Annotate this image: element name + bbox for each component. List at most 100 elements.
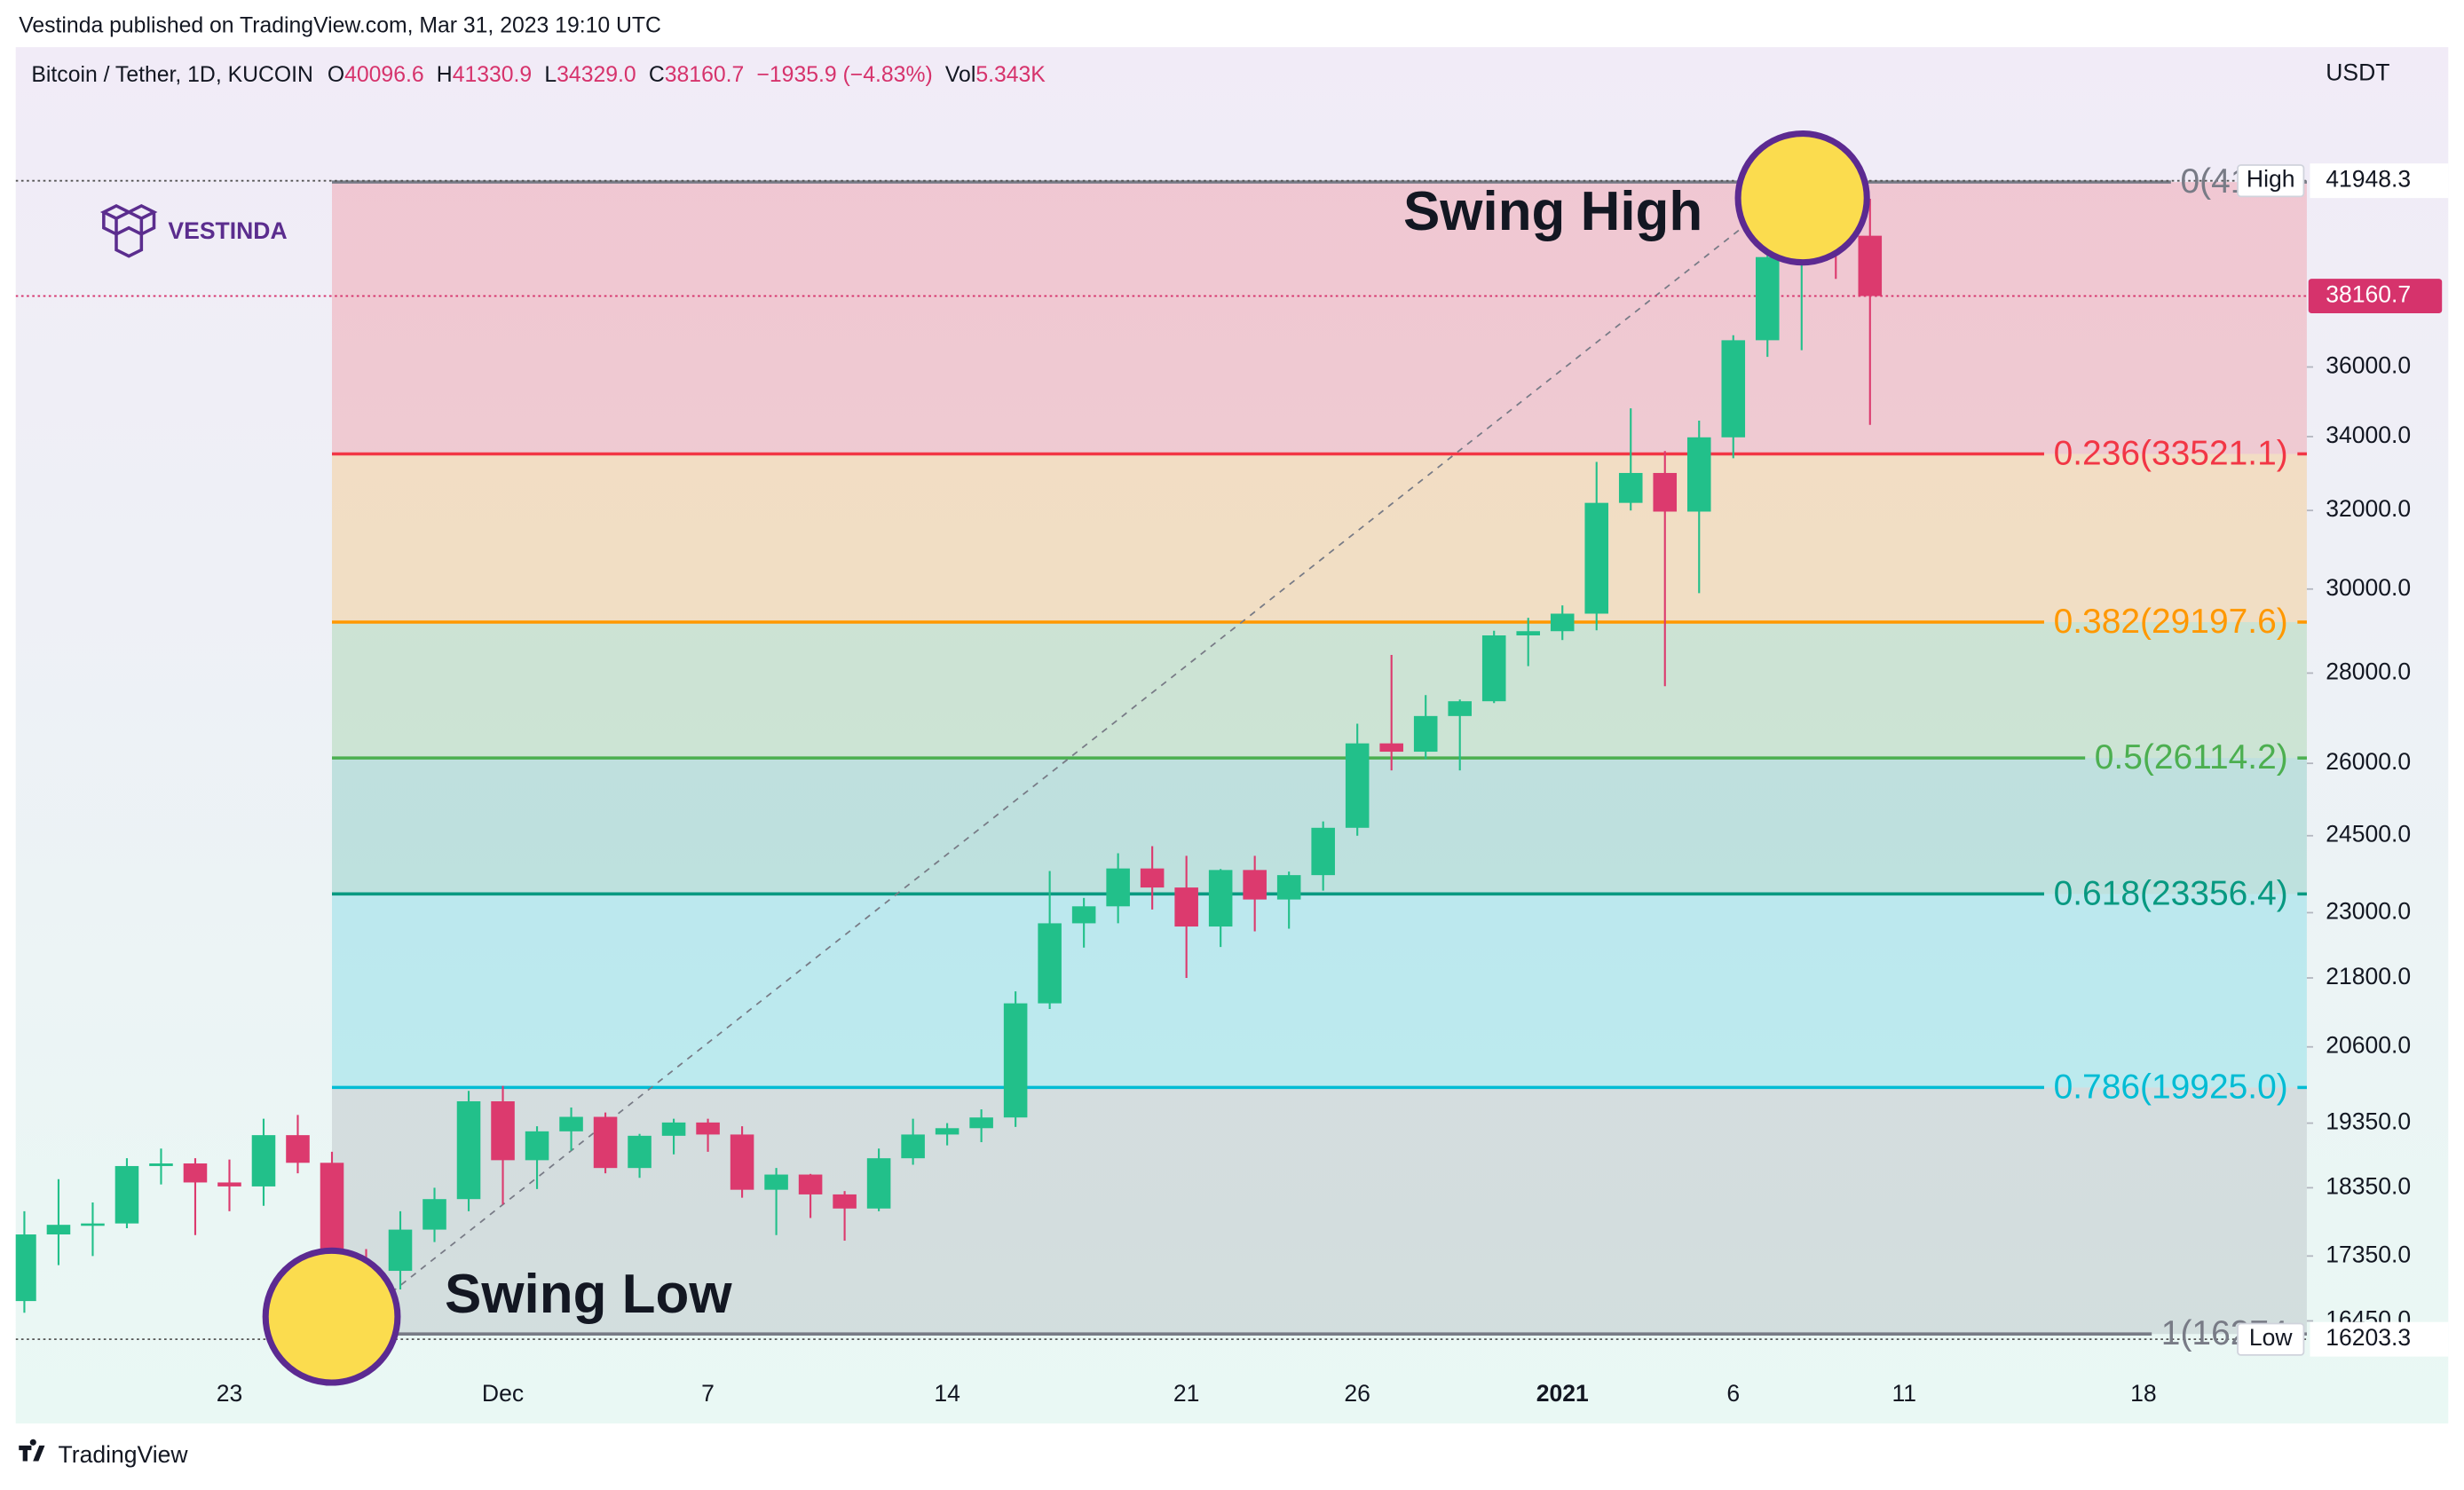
axes: 0(41900.236(33521.1)0.382(29197.6)0.5(26… <box>217 162 2449 1407</box>
candle-body <box>423 1199 446 1230</box>
swing-high-circle <box>1734 130 1870 266</box>
last-price-bg <box>2308 279 2443 314</box>
candle-body <box>1516 631 1540 635</box>
candle-body <box>1174 887 1198 927</box>
candle-body <box>183 1163 208 1183</box>
annotation: Swing High <box>1403 181 1702 242</box>
fib-label: 0.786(19925.0) <box>2054 1068 2288 1106</box>
candle-body <box>388 1229 413 1272</box>
candle-body <box>935 1128 960 1135</box>
y-tick-label: 24500.0 <box>2326 821 2411 847</box>
low-marker-bg <box>2237 1322 2305 1356</box>
fib-band <box>331 894 2307 1088</box>
candle-body <box>1243 870 1267 900</box>
x-tick-label: 21 <box>1173 1380 1200 1407</box>
fib-label: 0.5(26114.2) <box>2095 738 2288 777</box>
candle-body <box>15 1234 36 1302</box>
fib-band <box>331 1087 2307 1335</box>
candle-body <box>764 1174 788 1190</box>
y-tick-label: 26000.0 <box>2326 748 2411 775</box>
candle-body <box>1618 472 1643 503</box>
candle-body <box>1686 437 1711 512</box>
candle-body <box>1208 870 1233 927</box>
ohlc-letter: C <box>649 63 665 87</box>
pane-bg <box>15 47 2449 1424</box>
swing-low-circle <box>262 1247 401 1386</box>
candle-body <box>969 1117 993 1129</box>
publish-note: Vestinda published on TradingView.com, M… <box>19 14 661 38</box>
candle-body <box>593 1116 618 1169</box>
x-tick-label: 23 <box>217 1380 243 1407</box>
x-tick-label: 11 <box>1892 1380 1917 1407</box>
candle-body <box>1276 875 1301 900</box>
candle-body <box>1584 502 1609 614</box>
x-tick-label: 2021 <box>1536 1380 1589 1407</box>
y-tick-label: 34000.0 <box>2326 422 2411 448</box>
ohlc-letter: O <box>328 63 344 87</box>
candle-body <box>491 1100 515 1161</box>
legend-text: Bitcoin / Tether, 1D, KUCOIN O40096.6 H413… <box>31 63 1046 87</box>
fib-label: 0.618(23356.4) <box>2054 874 2288 912</box>
candle-body <box>559 1116 583 1131</box>
candle-body <box>46 1225 71 1235</box>
candle-body <box>866 1158 891 1209</box>
candle-body <box>81 1223 105 1226</box>
candle-body <box>217 1182 241 1186</box>
high-marker-label: High <box>2247 166 2295 193</box>
candle-body <box>1345 743 1370 828</box>
candle-body <box>696 1122 720 1135</box>
candle-body <box>628 1135 652 1169</box>
candle-body <box>115 1165 139 1224</box>
low-marker-price: 16203.3 <box>2326 1324 2411 1351</box>
candle-body <box>525 1131 549 1161</box>
candle-body <box>1755 256 1780 341</box>
high-marker-bg <box>2237 164 2305 198</box>
y-tick-label: 18350.0 <box>2326 1172 2411 1199</box>
y-tick-label: 21800.0 <box>2326 963 2411 989</box>
candle-body <box>1038 923 1062 1004</box>
logo: VESTINDA <box>99 203 288 258</box>
high-marker-price: 41948.3 <box>2326 166 2411 193</box>
footer-brand: TradingView <box>59 1441 189 1468</box>
fib-band <box>331 182 2307 454</box>
y-tick-label: 32000.0 <box>2326 495 2411 522</box>
candle-body <box>1311 827 1335 876</box>
candle-body <box>1003 1003 1028 1118</box>
fib-band <box>331 621 2307 759</box>
ohlc-value: 34329.0 <box>557 63 636 87</box>
y-tick-label: 28000.0 <box>2326 658 2411 684</box>
overlay: Swing High Swing Low <box>262 130 1870 1386</box>
candle-body <box>1858 235 1883 296</box>
low-marker-label: Low <box>2249 1324 2294 1351</box>
candle-body <box>833 1194 857 1209</box>
volume-label: Vol <box>945 63 975 87</box>
candle-body <box>1140 868 1165 888</box>
candle-body <box>730 1134 754 1190</box>
legend: Bitcoin / Tether, 1D, KUCOIN O40096.6 H413… <box>31 63 1046 87</box>
candle-body <box>1379 743 1403 753</box>
ohlc-value: 40096.6 <box>344 63 424 87</box>
candle-body <box>1481 635 1506 702</box>
fib-band <box>331 453 2307 622</box>
y-tick-label: 36000.0 <box>2326 352 2411 379</box>
ohlc-letter: H <box>437 63 453 87</box>
symbol: Bitcoin / Tether, 1D, KUCOIN <box>31 63 313 87</box>
ohlc-letter: L <box>544 63 557 87</box>
change: −1935.9 (−4.83%) <box>756 63 932 87</box>
candle-body <box>798 1174 823 1194</box>
x-tick-label: 7 <box>701 1380 715 1407</box>
candle-body <box>1106 868 1130 907</box>
fib-label: 0.382(29197.6) <box>2054 603 2288 641</box>
y-tick-label: 17350.0 <box>2326 1241 2411 1267</box>
candle-body <box>286 1135 310 1163</box>
x-tick-label: Dec <box>482 1380 524 1407</box>
candle-body <box>456 1100 481 1200</box>
candle-body <box>251 1135 276 1186</box>
last-price-label: 38160.7 <box>2326 281 2411 308</box>
logo-text: VESTINDA <box>168 217 287 244</box>
high-marker-price-bg <box>2310 163 2449 199</box>
trend-line <box>331 179 1803 1340</box>
candle-body <box>661 1122 686 1136</box>
fib-label: 0.236(33521.1) <box>2054 435 2288 473</box>
